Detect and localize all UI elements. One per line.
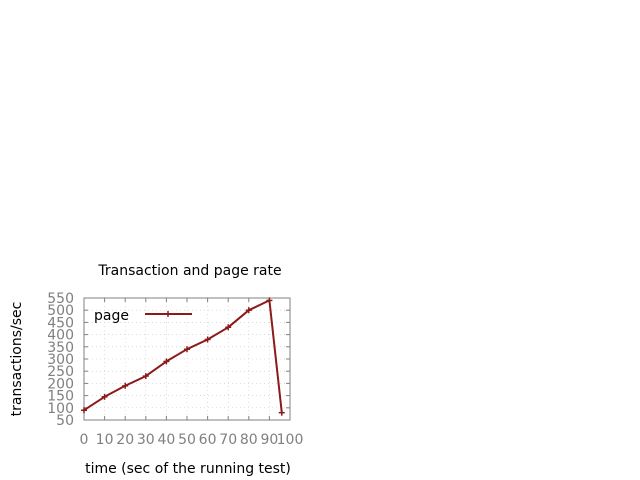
x-tick-label: 60: [199, 432, 217, 448]
legend-label-page: page: [94, 308, 129, 324]
y-tick-label: 350: [47, 340, 74, 356]
data-point: [81, 407, 87, 414]
x-tick-label: 70: [219, 432, 237, 448]
y-tick-label: 250: [47, 364, 74, 380]
legend: page: [94, 308, 192, 324]
series-page: [81, 297, 285, 416]
x-tick-label: 20: [116, 432, 134, 448]
y-tick-label: 400: [47, 328, 74, 344]
y-tick-label: 150: [47, 389, 74, 405]
data-point: [163, 358, 170, 365]
x-tick-label: 90: [260, 432, 278, 448]
x-tick-label: 0: [80, 432, 89, 448]
data-point: [101, 393, 108, 400]
data-point: [245, 307, 252, 314]
y-tick-label: 550: [47, 291, 74, 307]
x-tick-label: 30: [137, 432, 155, 448]
x-tick-label: 10: [96, 432, 114, 448]
data-point: [266, 297, 273, 304]
data-point: [142, 373, 149, 380]
x-axis-label: time (sec of the running test): [85, 461, 291, 477]
y-tick-label: 200: [47, 376, 74, 392]
x-tick-label: 100: [277, 432, 304, 448]
data-point: [122, 382, 129, 389]
chart-title: Transaction and page rate: [97, 263, 281, 279]
data-point: [278, 409, 285, 416]
y-tick-label: 50: [56, 413, 74, 429]
data-point: [204, 336, 211, 343]
legend-marker-page: [165, 311, 171, 317]
y-axis-label: transactions/sec: [9, 302, 25, 417]
y-tick-label: 450: [47, 315, 74, 331]
y-tick-label: 300: [47, 352, 74, 368]
x-tick-label: 50: [178, 432, 196, 448]
y-tick-label: 500: [47, 303, 74, 319]
x-tick-label: 40: [157, 432, 175, 448]
data-point: [184, 346, 190, 353]
data-point: [225, 324, 232, 331]
y-tick-label: 100: [47, 401, 74, 417]
x-tick-label: 80: [240, 432, 258, 448]
